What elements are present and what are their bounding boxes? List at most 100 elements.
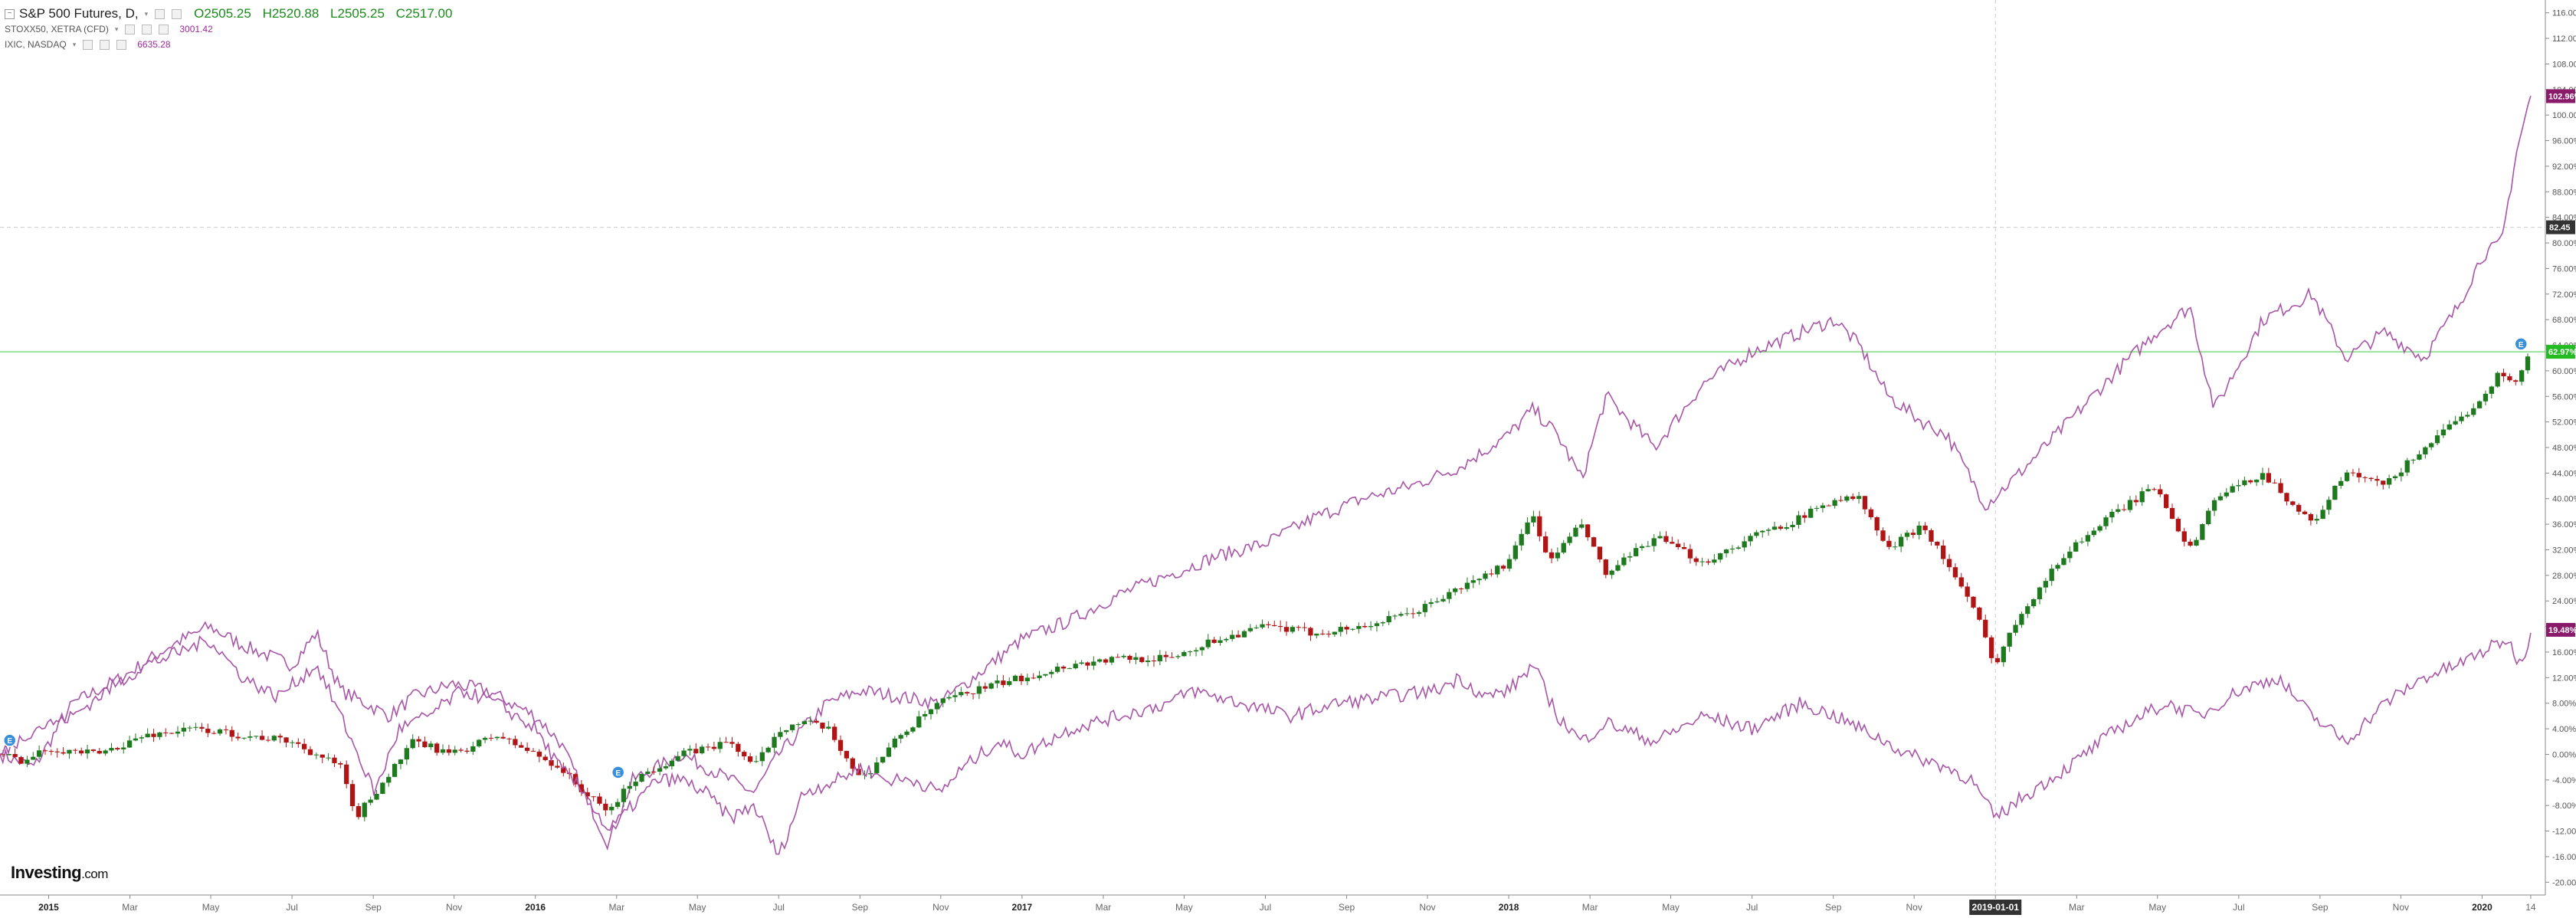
candle-body — [524, 747, 530, 751]
low-value: L2505.25 — [330, 6, 385, 21]
candle-body — [470, 746, 476, 752]
candle-body — [2374, 479, 2380, 481]
comparison-label-stoxx[interactable]: STOXX50, XETRA (CFD) — [5, 24, 109, 34]
candle-body — [988, 683, 994, 689]
candle-body — [1555, 552, 1561, 559]
event-marker-icon[interactable] — [611, 766, 625, 779]
candle-body — [199, 726, 205, 729]
settings-icon[interactable] — [100, 39, 110, 50]
candle-body — [2368, 477, 2374, 480]
x-tick-label: Sep — [852, 902, 869, 913]
candle-body — [1085, 662, 1090, 666]
candle-body — [2483, 393, 2489, 402]
candle-body — [1693, 558, 1699, 562]
x-tick-label: May — [1175, 902, 1193, 913]
x-tick-label: Mar — [608, 902, 624, 913]
candle-body — [223, 729, 229, 730]
close-icon[interactable] — [159, 24, 169, 34]
candle-body — [386, 776, 392, 783]
x-axis[interactable]: 2015 Mar May Jul Sep Nov 2016 Mar May Jul Sep Nov 20… — [0, 894, 2545, 913]
candle-body — [549, 759, 554, 766]
candle-body — [1368, 626, 1374, 628]
candle-body — [265, 739, 271, 741]
candle-body — [1024, 677, 1030, 681]
candle-body — [1145, 660, 1151, 662]
candle-body — [1543, 536, 1549, 552]
candle-body — [2314, 519, 2319, 521]
candle-body — [1856, 496, 1862, 500]
candle-body — [1218, 640, 1223, 643]
candle-body — [1718, 553, 1723, 560]
candle-body — [181, 727, 187, 732]
candle-body — [398, 759, 404, 765]
close-icon[interactable] — [116, 39, 127, 50]
candle-body — [1573, 527, 1578, 537]
visibility-icon[interactable] — [155, 8, 166, 19]
x-tick-label: Jul — [1260, 902, 1271, 913]
candle-body — [2211, 500, 2217, 511]
candle-body — [1994, 657, 2001, 663]
candle-body — [0, 754, 6, 756]
comparison-row-ixic[interactable]: IXIC, NASDAQ ▾ 6635.28 — [5, 37, 460, 52]
candle-body — [169, 733, 175, 734]
candle-body — [1844, 496, 1850, 501]
chevron-down-icon[interactable]: ▾ — [144, 10, 149, 18]
candle-body — [1049, 671, 1054, 674]
candle-body — [2465, 415, 2470, 417]
comparison-row-stoxx[interactable]: STOXX50, XETRA (CFD) ▾ 3001.42 — [5, 21, 460, 37]
candle-body — [952, 695, 958, 697]
candle-body — [2067, 551, 2073, 559]
candle-body — [1790, 524, 1795, 528]
candle-body — [995, 680, 1000, 684]
collapse-icon[interactable]: − — [5, 8, 15, 19]
main-symbol-label[interactable]: S&P 500 Futures, D, — [19, 6, 139, 21]
candle-body — [151, 733, 156, 737]
candle-body — [1103, 659, 1109, 663]
y-tick-label: -20.00% — [2552, 878, 2576, 887]
comparison-value-stoxx: 3001.42 — [179, 24, 213, 34]
candle-body — [657, 768, 663, 772]
candle-body — [747, 756, 753, 762]
x-tick-label: May — [689, 902, 706, 913]
candle-body — [1958, 577, 1964, 587]
chevron-down-icon[interactable]: ▾ — [114, 25, 119, 33]
candle-body — [837, 739, 844, 751]
candle-body — [687, 749, 693, 751]
candle-body — [1296, 627, 1301, 628]
visibility-icon[interactable] — [83, 39, 93, 50]
event-marker-icon[interactable] — [2, 733, 17, 747]
candle-body — [1091, 661, 1096, 666]
comparison-label-ixic[interactable]: IXIC, NASDAQ — [5, 39, 67, 50]
candle-body — [452, 749, 457, 753]
visibility-icon[interactable] — [125, 24, 136, 34]
event-marker-icon[interactable] — [2514, 337, 2528, 351]
settings-icon[interactable] — [172, 8, 182, 19]
candle-body — [1332, 631, 1338, 635]
candle-body — [2308, 513, 2314, 521]
candle-body — [2224, 492, 2229, 497]
candle-body — [2181, 531, 2187, 542]
chevron-down-icon[interactable]: ▾ — [72, 41, 77, 48]
candle-body — [1771, 526, 1778, 530]
candle-body — [609, 806, 615, 811]
candle-body — [723, 742, 729, 743]
price-label-bg — [2546, 622, 2575, 637]
candle-body — [2362, 477, 2368, 478]
candle-body — [1277, 626, 1283, 628]
candle-body — [2031, 599, 2037, 607]
event-markers[interactable]: E E E — [2, 337, 2528, 779]
candle-body — [627, 785, 632, 789]
candle-body — [2194, 539, 2199, 546]
candle-body — [2417, 454, 2422, 460]
candle-body — [2206, 510, 2211, 525]
settings-icon[interactable] — [142, 24, 152, 34]
main-symbol-row[interactable]: − S&P 500 Futures, D, ▾ O2505.25 H2520.8… — [5, 6, 460, 21]
candle-body — [2404, 460, 2410, 473]
x-tick-label: Mar — [122, 902, 138, 913]
candle-body — [700, 746, 705, 754]
candle-body — [349, 784, 356, 806]
candle-body — [1037, 675, 1042, 678]
brand-suffix: .com — [81, 867, 108, 881]
y-axis[interactable]: 116.00%112.00%108.00%104.00%100.00%96.00… — [2545, 0, 2576, 895]
